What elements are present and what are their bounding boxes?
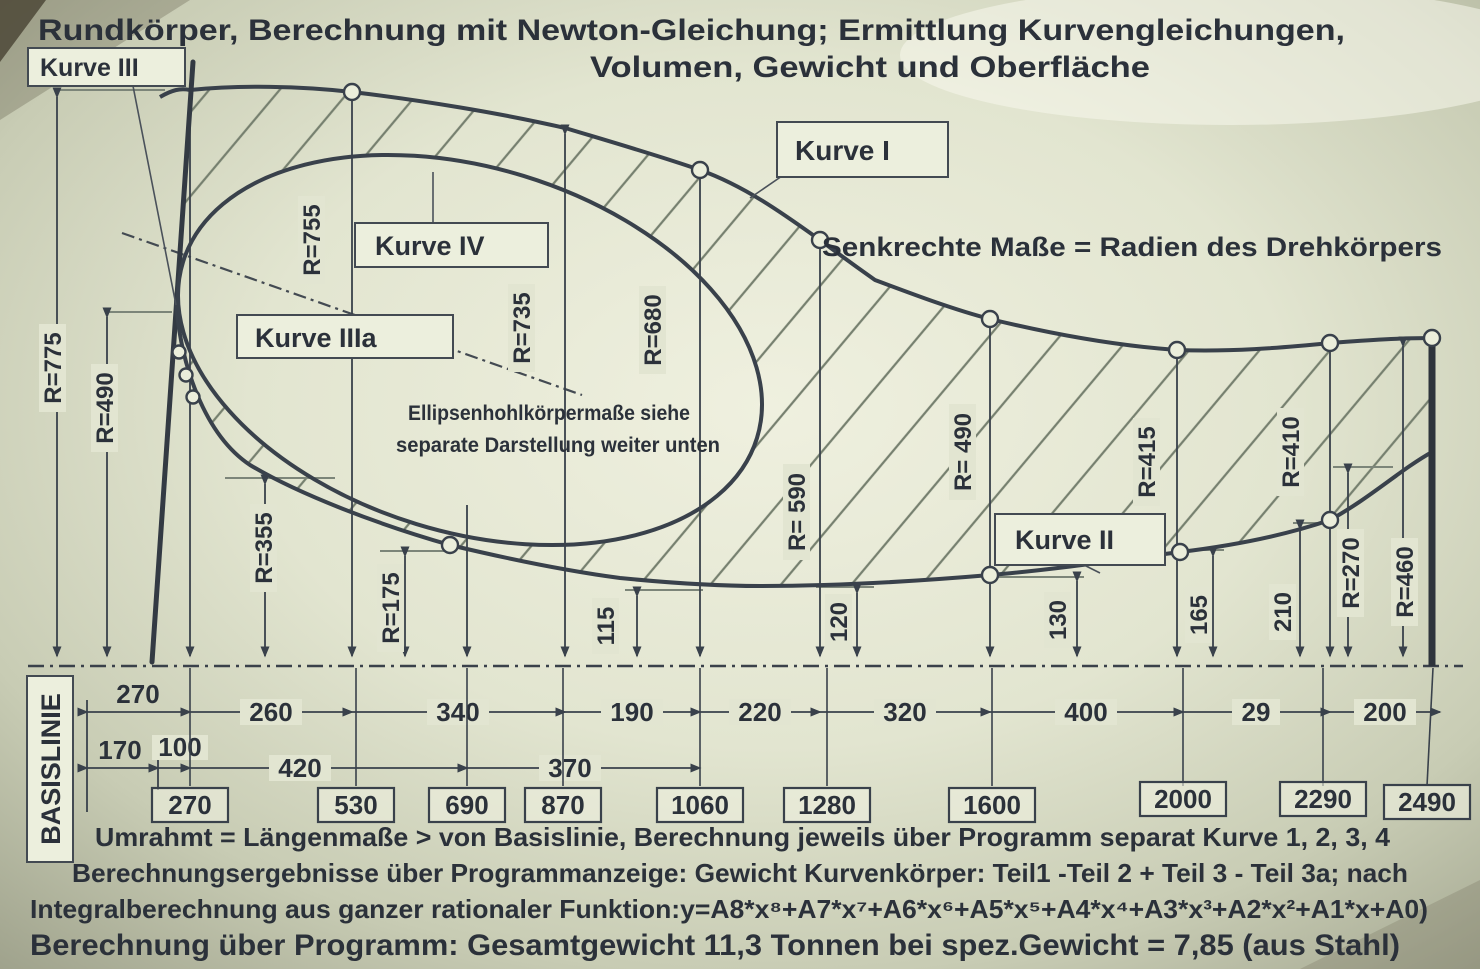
station-box-links <box>189 667 1434 787</box>
dim-340: 340 <box>436 697 479 727</box>
kurve-i-label: Kurve I <box>795 135 890 166</box>
radius-label-r270: R=270 <box>1338 537 1365 608</box>
kurve-ii-box <box>994 513 1166 566</box>
station-2290: 2290 <box>1294 784 1352 814</box>
radius-label-r755: R=755 <box>299 204 326 275</box>
curve-junction-markers <box>171 82 1442 585</box>
height-label-120: 120 <box>826 602 853 642</box>
footer-line4: Berechnung über Programm: Gesamtgewicht … <box>30 929 1400 962</box>
kurve-iii-leader <box>132 85 177 306</box>
dim-270: 270 <box>116 679 159 709</box>
radius-label-r590: R= 590 <box>784 473 811 551</box>
station-270: 270 <box>168 790 211 820</box>
height-label-165: 165 <box>1186 595 1213 635</box>
station-boxes: 270 530 690 870 1060 1280 1600 2000 2290… <box>150 780 1472 824</box>
kurve-iv-box <box>354 222 549 268</box>
photo-edge-shadow <box>1300 880 1480 969</box>
radius-label-r355: R=355 <box>251 512 278 583</box>
senkrechte-masse-note: Senkrechte Maße = Radien des Drehkörpers <box>822 232 1442 262</box>
kurve-iii-line <box>149 59 196 665</box>
height-label-115: 115 <box>593 607 620 646</box>
photo-corner-shadow <box>0 0 46 62</box>
kurve-iii-box <box>27 47 186 87</box>
dim-320: 320 <box>883 697 926 727</box>
kurve-iiia-box <box>236 314 454 359</box>
kurve-ii-label: Kurve II <box>1015 525 1114 555</box>
height-label-210: 210 <box>1270 592 1297 632</box>
station-870: 870 <box>541 790 584 820</box>
dim-220: 220 <box>738 697 781 727</box>
station-1280: 1280 <box>798 790 856 820</box>
ellipse-hollow-body <box>176 152 764 548</box>
radius-label-r735: R=735 <box>509 292 536 363</box>
radius-label-r410: R=410 <box>1278 416 1305 487</box>
kurve-i-box <box>776 121 949 178</box>
kurve-iv-label: Kurve IV <box>375 231 485 261</box>
radius-label-r490-right: R= 490 <box>950 413 977 491</box>
dimension-row-bottom: 170 100 420 370 <box>77 700 702 812</box>
title-line1: Rundkörper, Berechnung mit Newton-Gleich… <box>38 14 1345 47</box>
ellipse-note-line2: separate Darstellung weiter unten <box>396 434 720 457</box>
radius-label-r460: R=460 <box>1392 546 1419 617</box>
dim-400: 400 <box>1064 697 1107 727</box>
dimension-row-top: 270 260 340 190 220 320 400 29 200 <box>77 679 1442 727</box>
cross-section-hatching <box>176 86 1432 586</box>
station-1060: 1060 <box>671 790 729 820</box>
station-2490: 2490 <box>1398 787 1456 817</box>
title-line2: Volumen, Gewicht und Oberfläche <box>590 51 1150 84</box>
basislinie-box <box>26 675 74 863</box>
dim-170: 170 <box>98 735 141 765</box>
dim-190: 190 <box>610 697 653 727</box>
station-530: 530 <box>334 790 377 820</box>
footer-line3: Integralberechnung aus ganzer rationaler… <box>30 894 1428 924</box>
station-1600: 1600 <box>963 790 1021 820</box>
radius-label-r680: R=680 <box>640 294 667 365</box>
basislinie-label: BASISLINIE <box>36 693 66 845</box>
radius-label-r175: R=175 <box>378 572 405 643</box>
footer-line2: Berechnungsergebnisse über Programmanzei… <box>72 858 1408 888</box>
dim-100: 100 <box>158 732 201 762</box>
ellipse-note-line1: Ellipsenhohlkörpermaße siehe <box>408 402 690 425</box>
dim-420: 420 <box>278 753 321 783</box>
station-2000: 2000 <box>1154 784 1212 814</box>
dim-370: 370 <box>548 753 591 783</box>
footer-line1: Umrahmt = Längenmaße > von Basislinie, B… <box>95 822 1391 852</box>
kurve-iii-label: Kurve III <box>40 54 139 82</box>
kurve-i-leader <box>749 175 783 199</box>
station-690: 690 <box>445 790 488 820</box>
radius-label-r415: R=415 <box>1134 426 1161 497</box>
dim-260: 260 <box>249 697 292 727</box>
dim-29: 29 <box>1242 697 1271 727</box>
photo-highlight <box>900 0 1480 125</box>
height-label-130: 130 <box>1045 600 1072 640</box>
kurve-iiia-label: Kurve IIIa <box>255 323 378 353</box>
kurve-ii-curve <box>174 299 1433 589</box>
radius-label-r775: R=775 <box>40 332 67 403</box>
dim-200: 200 <box>1363 697 1406 727</box>
radius-label-r490-left: R=490 <box>92 372 119 443</box>
